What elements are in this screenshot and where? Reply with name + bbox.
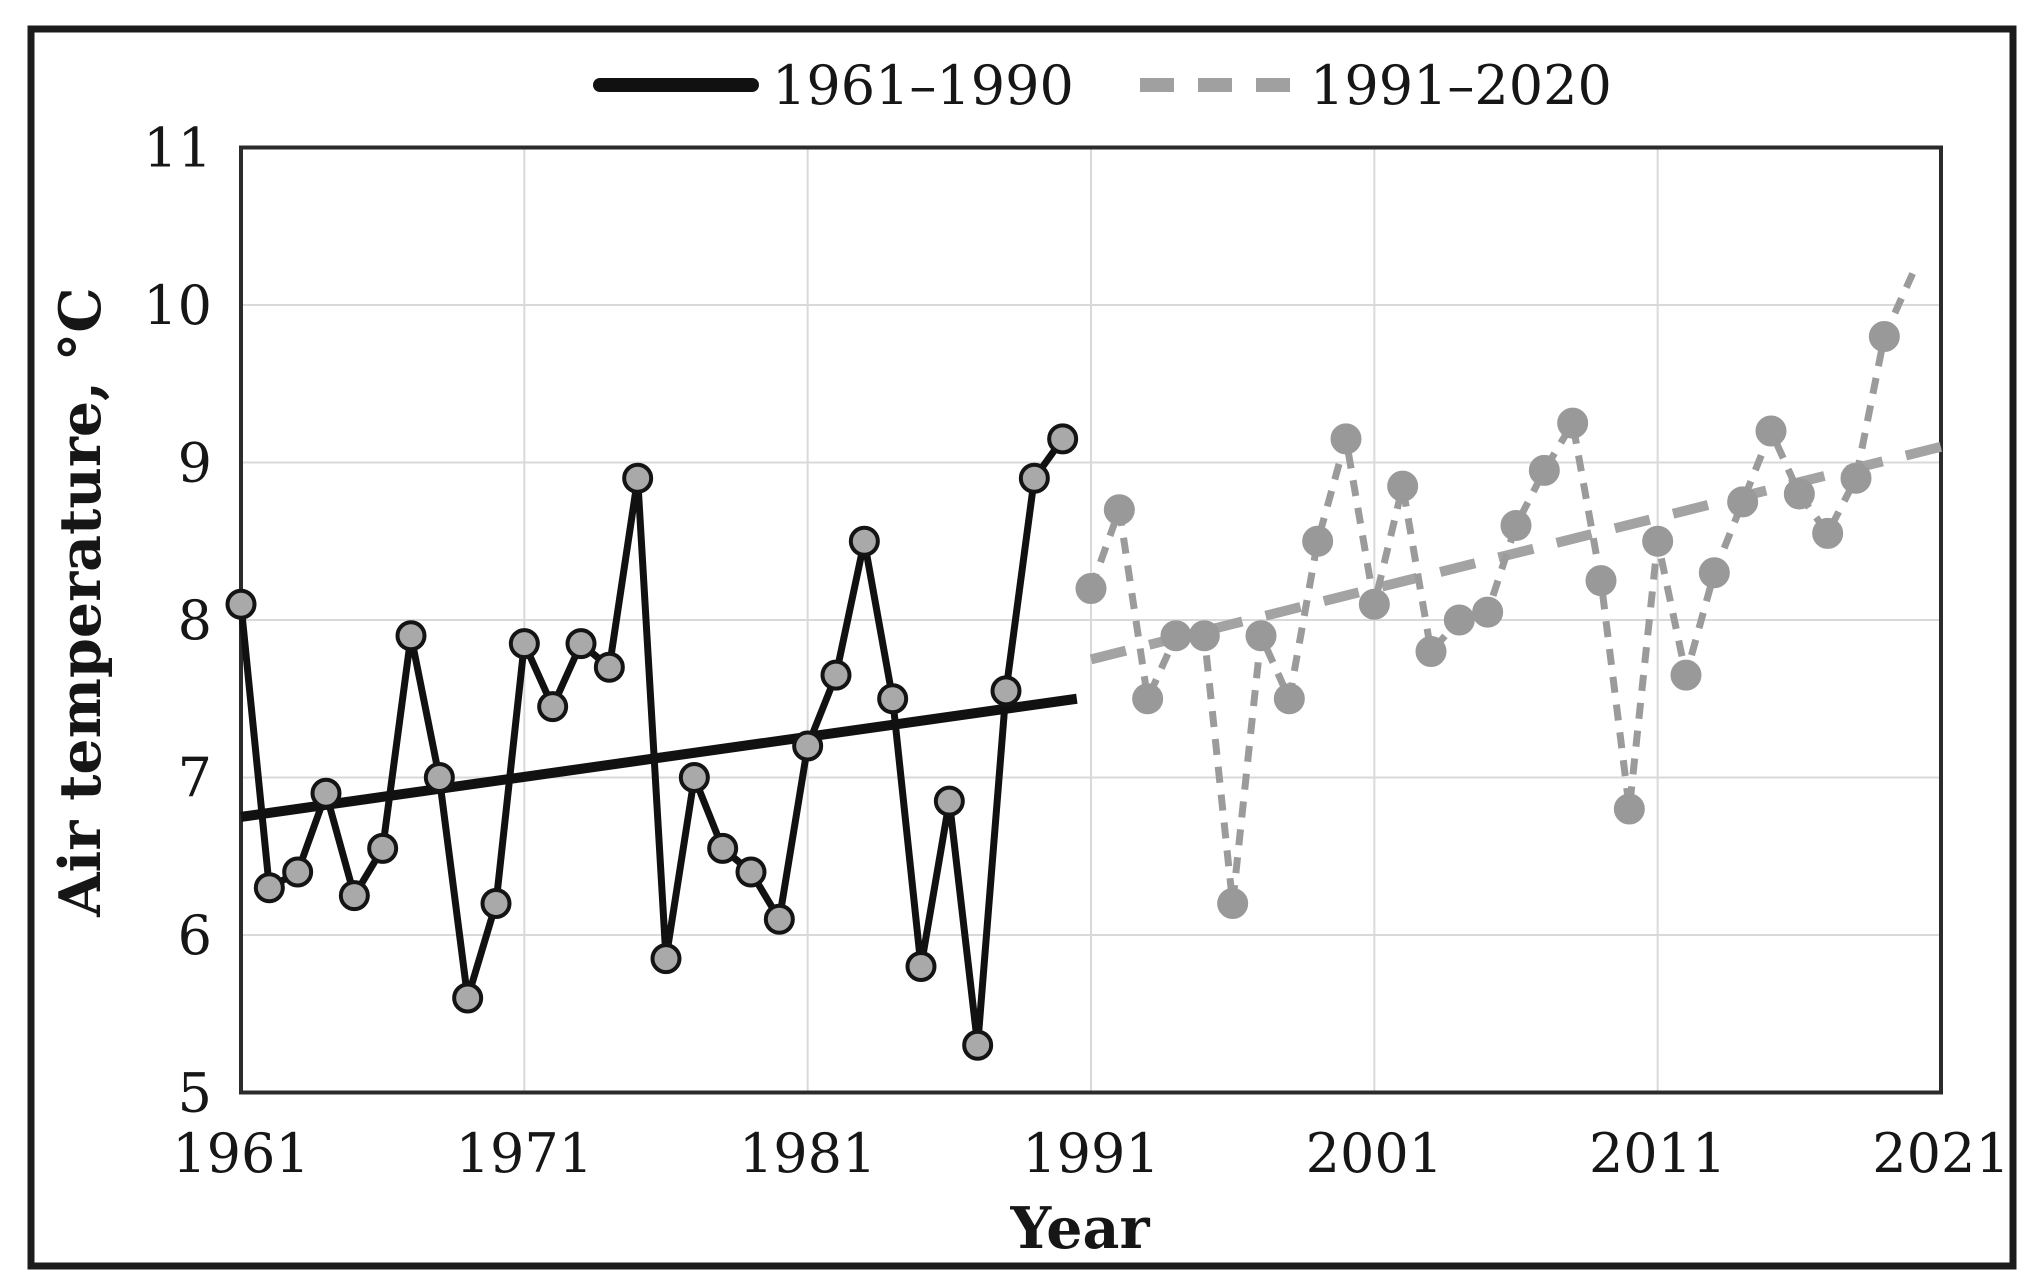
marker-1961–1990-1986 bbox=[933, 785, 965, 817]
marker-1961–1990-1966 bbox=[367, 832, 399, 864]
marker-1961–1990-1974 bbox=[593, 651, 625, 683]
marker-1991–2020-2010 bbox=[1613, 793, 1645, 825]
marker-1961–1990-1971 bbox=[508, 628, 540, 660]
series-line-1991–2020 bbox=[1087, 272, 1916, 907]
x-tick-1971: 1971 bbox=[456, 1122, 593, 1185]
marker-1961–1990-1990 bbox=[1047, 423, 1079, 455]
marker-1961–1990-1965 bbox=[338, 880, 370, 912]
marker-1961–1990-1968 bbox=[423, 762, 455, 793]
marker-1991–2020-2009 bbox=[1585, 565, 1617, 597]
marker-1961–1990-1967 bbox=[395, 620, 427, 652]
x-tick-1981: 1981 bbox=[739, 1122, 876, 1185]
marker-1991–2020-1995 bbox=[1188, 620, 1220, 652]
y-tick-5: 5 bbox=[178, 1062, 212, 1125]
marker-1991–2020-1994 bbox=[1160, 620, 1192, 652]
legend: 1961–1990 1991–2020 bbox=[593, 54, 1612, 117]
marker-1961–1990-1969 bbox=[452, 982, 484, 1014]
marker-1991–2020-2012 bbox=[1670, 659, 1702, 691]
marker-1991–2020-2000 bbox=[1330, 423, 1362, 455]
y-axis-tick-labels: 5 6 7 8 9 10 11 bbox=[143, 117, 212, 1125]
x-tick-1991: 1991 bbox=[1022, 1122, 1159, 1185]
legend-label-1961-1990: 1961–1990 bbox=[772, 54, 1074, 117]
data-series bbox=[225, 272, 1916, 1061]
marker-1961–1990-1988 bbox=[990, 675, 1022, 707]
marker-1991–2020-2019 bbox=[1868, 321, 1900, 352]
marker-1991–2020-2017 bbox=[1812, 517, 1844, 549]
marker-1991–2020-2016 bbox=[1783, 478, 1815, 510]
marker-1961–1990-1970 bbox=[480, 888, 512, 919]
marker-1961–1990-1964 bbox=[310, 777, 342, 809]
marker-1991–2020-2018 bbox=[1840, 462, 1872, 494]
y-tick-8: 8 bbox=[178, 589, 212, 652]
marker-1961–1990-1980 bbox=[763, 903, 795, 935]
marker-1991–2020-2003 bbox=[1415, 636, 1447, 667]
marker-1991–2020-1993 bbox=[1132, 683, 1164, 715]
marker-1991–2020-1998 bbox=[1273, 683, 1305, 715]
marker-1991–2020-2015 bbox=[1755, 415, 1787, 447]
marker-1991–2020-2011 bbox=[1642, 525, 1674, 557]
marker-1991–2020-1991 bbox=[1075, 573, 1107, 604]
x-axis-title: Year bbox=[1010, 1195, 1151, 1262]
marker-1991–2020-2005 bbox=[1472, 596, 1504, 628]
marker-1961–1990-1976 bbox=[650, 943, 682, 975]
trendline-1991–2020 bbox=[1089, 441, 1943, 665]
y-axis-title: Air temperature, °C bbox=[47, 287, 114, 917]
y-tick-11: 11 bbox=[143, 117, 212, 180]
marker-1961–1990-1979 bbox=[735, 856, 767, 888]
marker-1961–1990-1973 bbox=[565, 628, 597, 660]
marker-1961–1990-1962 bbox=[253, 872, 285, 904]
marker-1961–1990-1982 bbox=[820, 659, 852, 691]
x-tick-2021: 2021 bbox=[1872, 1122, 2009, 1185]
marker-1961–1990-1985 bbox=[905, 951, 937, 982]
y-tick-9: 9 bbox=[178, 432, 212, 495]
marker-1991–2020-2002 bbox=[1387, 470, 1419, 502]
y-tick-7: 7 bbox=[178, 747, 212, 810]
marker-1991–2020-2014 bbox=[1727, 486, 1759, 518]
marker-1991–2020-1999 bbox=[1302, 525, 1334, 557]
marker-1961–1990-1989 bbox=[1018, 462, 1050, 494]
marker-1991–2020-2013 bbox=[1698, 557, 1730, 589]
marker-1991–2020-2008 bbox=[1557, 407, 1589, 439]
marker-1961–1990-1972 bbox=[537, 691, 569, 723]
marker-1991–2020-2006 bbox=[1500, 510, 1532, 541]
marker-1961–1990-1977 bbox=[678, 762, 710, 793]
x-tick-2011: 2011 bbox=[1589, 1122, 1726, 1185]
marker-1991–2020-2001 bbox=[1358, 588, 1390, 620]
y-tick-10: 10 bbox=[143, 274, 212, 337]
marker-1961–1990-1983 bbox=[848, 525, 880, 557]
marker-1991–2020-1996 bbox=[1217, 888, 1249, 919]
figure-border bbox=[27, 25, 2017, 1270]
x-tick-1961: 1961 bbox=[172, 1122, 309, 1185]
marker-1961–1990-1978 bbox=[707, 832, 739, 864]
marker-1961–1990-1981 bbox=[792, 730, 824, 762]
x-tick-2001: 2001 bbox=[1306, 1122, 1443, 1185]
marker-1961–1990-1975 bbox=[622, 462, 654, 494]
gridlines bbox=[241, 147, 1941, 1093]
marker-1991–2020-2004 bbox=[1443, 604, 1475, 636]
marker-1961–1990-1963 bbox=[282, 856, 314, 888]
marker-1991–2020-2007 bbox=[1528, 454, 1560, 486]
marker-1961–1990-1961 bbox=[225, 588, 257, 620]
trendline-1961–1990 bbox=[240, 693, 1078, 822]
legend-label-1991-2020: 1991–2020 bbox=[1310, 54, 1612, 117]
marker-1991–2020-1997 bbox=[1245, 620, 1277, 652]
marker-1961–1990-1987 bbox=[962, 1029, 994, 1061]
marker-1961–1990-1984 bbox=[877, 683, 909, 715]
y-tick-6: 6 bbox=[178, 904, 212, 967]
marker-1991–2020-1992 bbox=[1103, 494, 1135, 526]
x-axis-tick-labels: 1961 1971 1981 1991 2001 2011 2021 bbox=[172, 1122, 2009, 1185]
